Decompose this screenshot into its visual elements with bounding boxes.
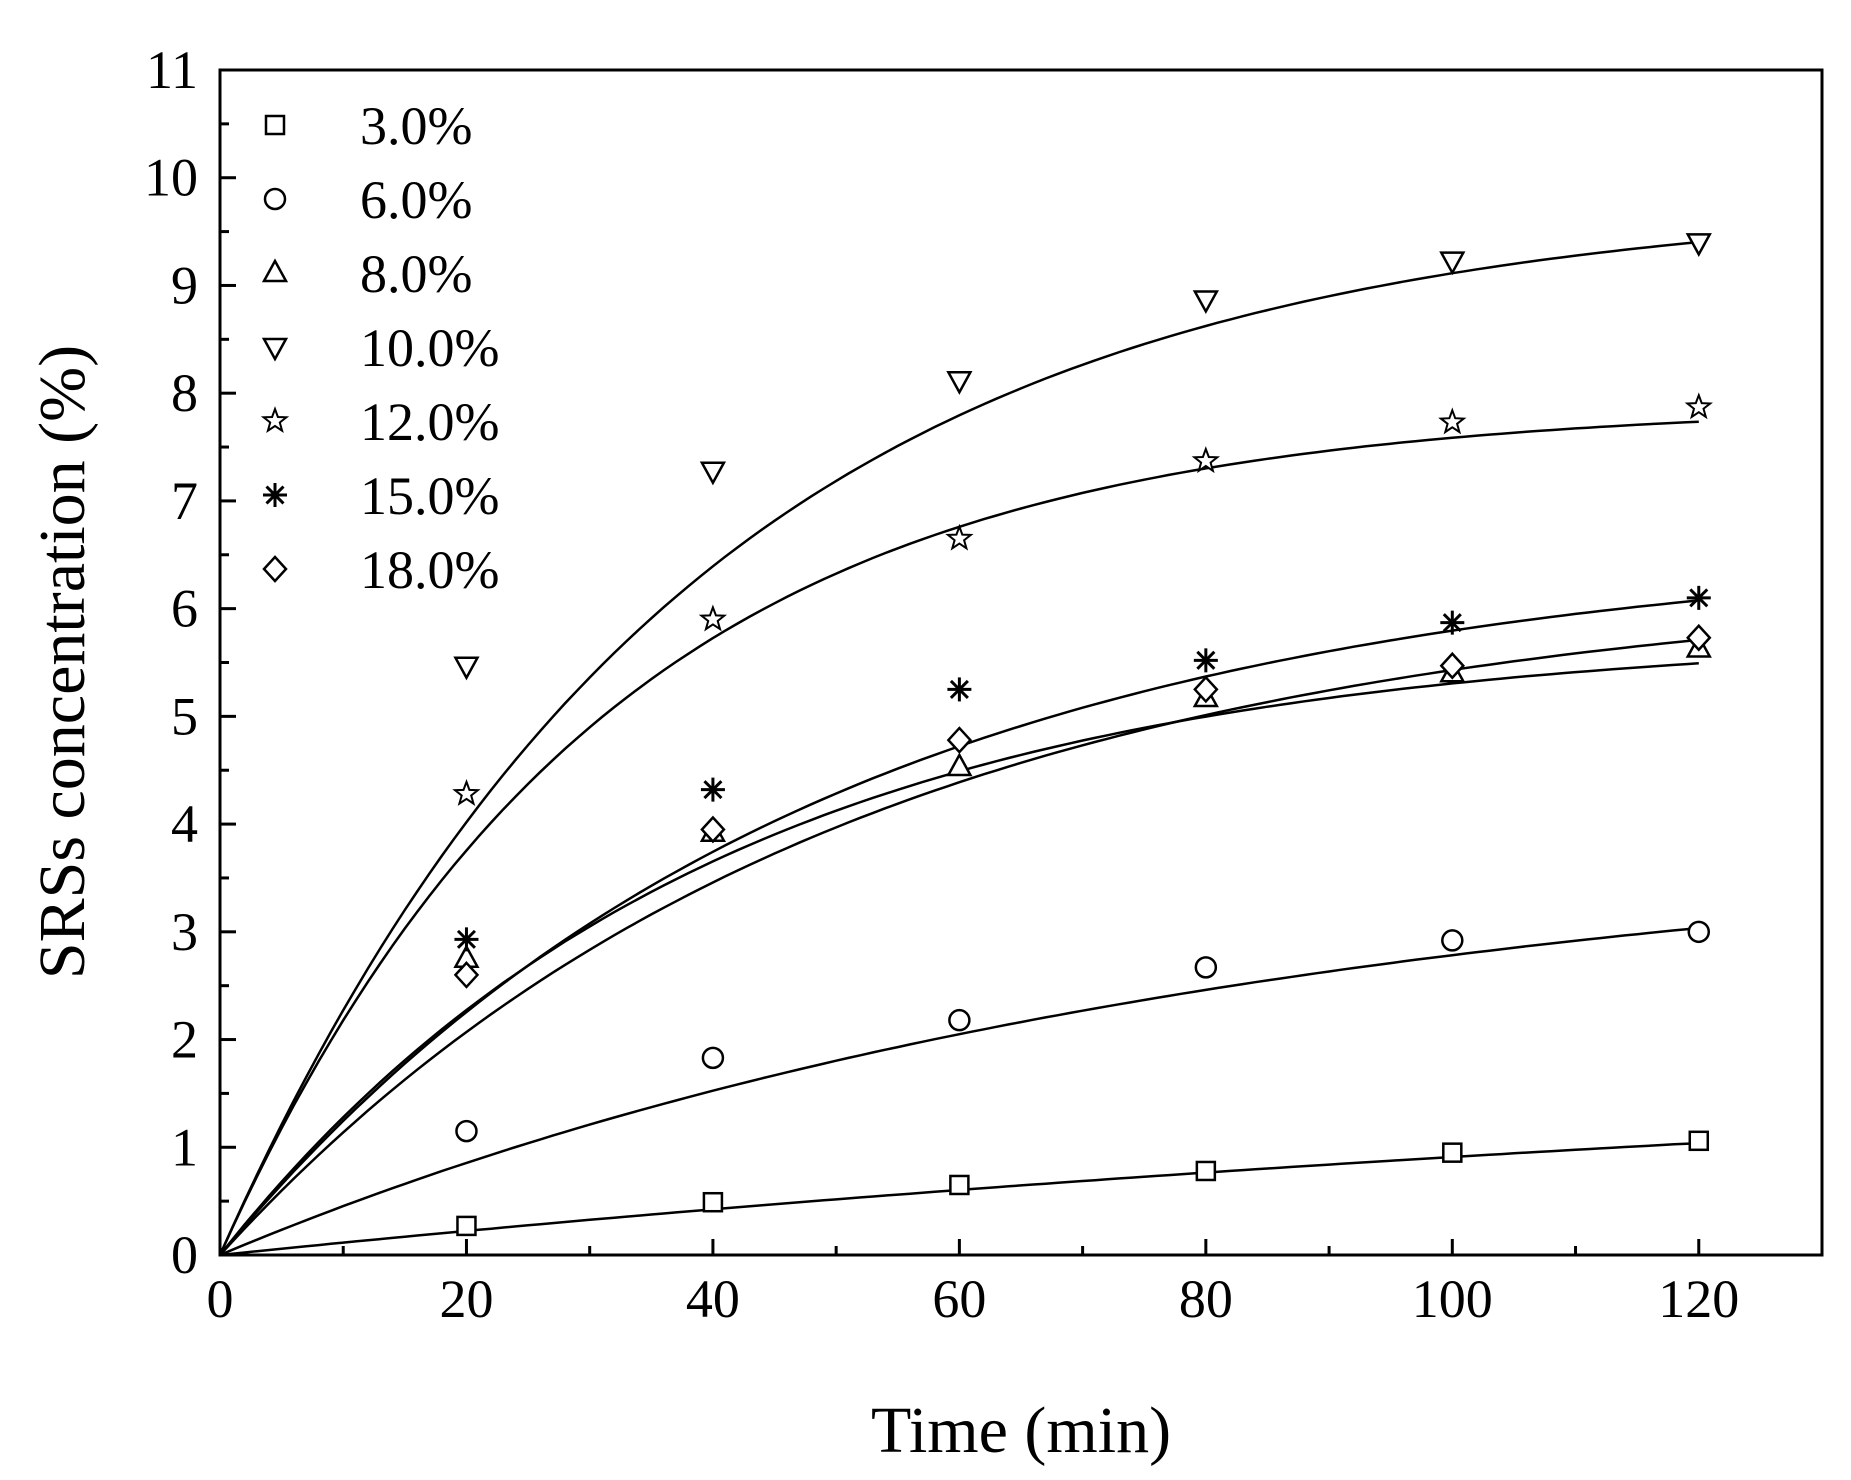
point-6-0pct-120 [1687, 920, 1711, 944]
point-15-0pct-100 [1440, 610, 1465, 635]
x-tick-label: 80 [1179, 1269, 1233, 1329]
fit-curve-6-0pct [219, 926, 1699, 1257]
legend-label-12-0pct: 12.0% [360, 392, 499, 452]
legend-marker-15-0pct [263, 483, 287, 507]
point-12-0pct-60 [945, 523, 974, 551]
y-tick-label: 2 [171, 1010, 198, 1070]
data-points [452, 233, 1713, 1237]
legend-marker-6-0pct [263, 187, 287, 211]
x-tick-label: 60 [932, 1269, 986, 1329]
point-10-0pct-40 [699, 461, 727, 486]
y-tick-label: 1 [171, 1117, 198, 1177]
y-tick-label: 10 [144, 148, 198, 208]
point-6-0pct-20 [455, 1119, 478, 1143]
point-15-0pct-60 [947, 677, 972, 702]
legend-marker-10-0pct [261, 337, 289, 362]
point-18-0pct-60 [946, 726, 973, 754]
point-10-0pct-20 [453, 656, 480, 681]
x-tick-label: 40 [686, 1269, 740, 1329]
legend: 3.0% 6.0% 8.0% 10.0% 12.0% 15.0% 18.0% [260, 96, 499, 600]
point-18-0pct-100 [1439, 651, 1466, 680]
legend-marker-18-0pct [262, 555, 288, 583]
point-6-0pct-60 [948, 1008, 971, 1032]
y-tick-label: 8 [171, 363, 198, 423]
legend-label-3-0pct: 3.0% [360, 96, 472, 156]
x-tick-label: 0 [207, 1269, 234, 1329]
legend-label-18-0pct: 18.0% [360, 540, 499, 600]
legend-label-15-0pct: 15.0% [360, 466, 499, 526]
point-12-0pct-100 [1438, 407, 1467, 435]
legend-label-8-0pct: 8.0% [360, 244, 472, 304]
point-10-0pct-80 [1192, 290, 1219, 315]
legend-marker-3-0pct [264, 114, 286, 136]
point-15-0pct-120 [1686, 585, 1711, 610]
point-6-0pct-40 [701, 1046, 725, 1070]
point-3-0pct-100 [1442, 1142, 1463, 1163]
point-12-0pct-20 [452, 779, 481, 806]
point-6-0pct-80 [1194, 956, 1218, 979]
y-tick-label: 3 [171, 902, 198, 962]
legend-marker-8-0pct [261, 258, 289, 283]
y-tick-label: 11 [146, 40, 198, 100]
point-8-0pct-60 [946, 752, 973, 777]
point-10-0pct-100 [1439, 251, 1466, 276]
point-18-0pct-20 [453, 961, 480, 989]
point-3-0pct-60 [949, 1174, 970, 1196]
point-3-0pct-80 [1195, 1160, 1217, 1182]
y-axis-title: SRSs concentration (%) [26, 345, 99, 979]
point-6-0pct-100 [1441, 929, 1464, 952]
y-tick-label: 4 [171, 794, 198, 854]
point-12-0pct-120 [1684, 392, 1713, 420]
fit-curve-3-0pct [219, 1141, 1699, 1257]
point-3-0pct-20 [456, 1215, 477, 1237]
point-3-0pct-40 [702, 1191, 724, 1213]
legend-label-6-0pct: 6.0% [360, 170, 472, 230]
point-15-0pct-40 [700, 777, 725, 802]
y-tick-label: 0 [171, 1225, 198, 1285]
legend-marker-12-0pct [260, 406, 290, 434]
point-3-0pct-120 [1688, 1130, 1710, 1152]
point-18-0pct-120 [1686, 623, 1712, 652]
point-15-0pct-80 [1193, 648, 1218, 673]
x-tick-label: 100 [1412, 1269, 1493, 1329]
x-tick-label: 120 [1658, 1269, 1739, 1329]
point-12-0pct-40 [698, 604, 728, 632]
x-axis-title: Time (min) [871, 1394, 1171, 1467]
y-tick-label: 5 [171, 686, 198, 746]
y-tick-label: 7 [171, 471, 198, 531]
point-10-0pct-120 [1685, 233, 1712, 257]
legend-label-10-0pct: 10.0% [360, 318, 499, 378]
axis-ticks: 0 20 40 60 80 100 120 0 1 2 3 4 5 6 7 8 9 10 11 [144, 40, 1824, 1329]
point-10-0pct-60 [946, 371, 973, 395]
x-tick-label: 20 [439, 1269, 493, 1329]
point-12-0pct-80 [1191, 446, 1221, 474]
y-tick-label: 6 [171, 579, 198, 639]
y-tick-label: 9 [171, 255, 198, 315]
point-18-0pct-40 [700, 815, 726, 844]
point-15-0pct-20 [454, 927, 479, 952]
point-18-0pct-80 [1193, 675, 1219, 704]
